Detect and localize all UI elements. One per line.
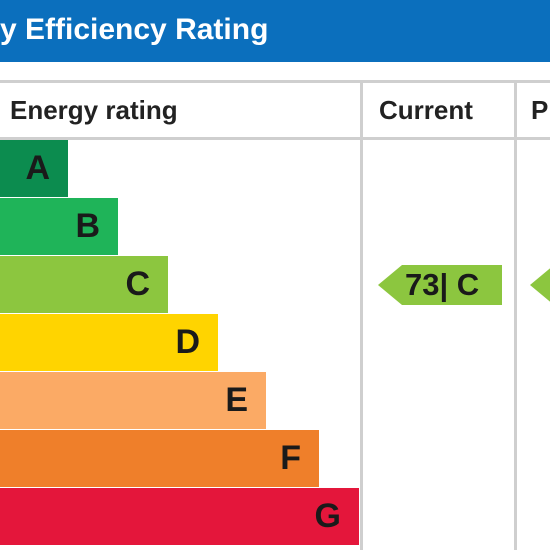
band-letter-e: E — [225, 381, 248, 419]
frame-header-divider — [0, 137, 550, 140]
potential-rating-arrow — [530, 265, 550, 305]
band-letter-c: C — [125, 265, 150, 303]
band-a: A — [0, 140, 68, 197]
energy-rating-header: Energy rating — [10, 95, 178, 125]
frame-top-border — [0, 80, 550, 83]
band-b: B — [0, 198, 118, 255]
chart-title: y Efficiency Rating — [0, 13, 269, 46]
band-letter-b: B — [75, 207, 100, 245]
potential-header: P — [531, 95, 549, 125]
band-letter-f: F — [280, 439, 301, 477]
band-c: C — [0, 256, 168, 313]
current-rating-arrow-label: 73| C — [405, 266, 480, 302]
frame-column-divider-1 — [360, 80, 363, 550]
current-rating-arrow: 73| C — [378, 264, 502, 305]
band-letter-a: A — [25, 149, 50, 187]
frame-column-divider-2 — [514, 80, 517, 550]
title-bar: y Efficiency Rating — [0, 0, 550, 62]
band-f: F — [0, 430, 319, 487]
potential-rating-arrow-shape — [530, 267, 550, 302]
band-letter-d: D — [175, 323, 200, 361]
current-header: Current — [379, 95, 473, 125]
band-e: E — [0, 372, 266, 429]
current-rating-arrow-shape — [378, 264, 502, 305]
band-g: G — [0, 488, 359, 545]
band-d: D — [0, 314, 218, 371]
band-letter-g: G — [314, 497, 341, 535]
